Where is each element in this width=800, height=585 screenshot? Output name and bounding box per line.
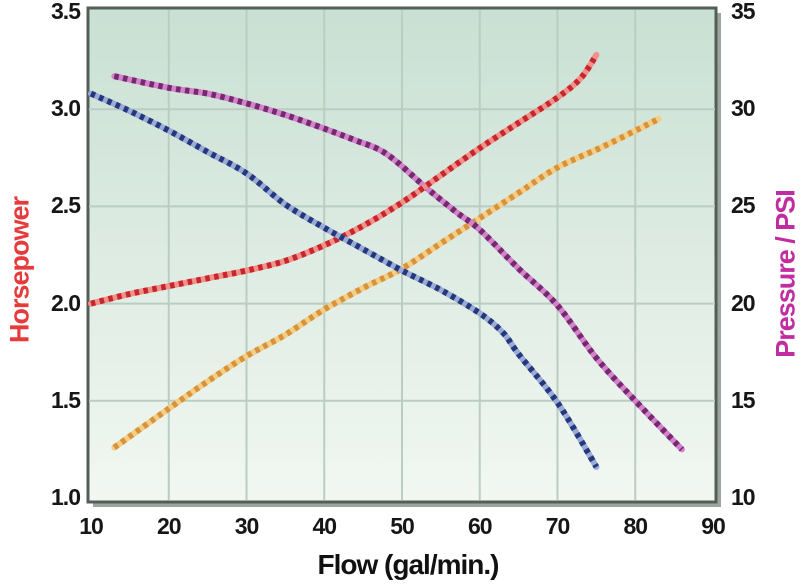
- right-axis-tick-label: 20: [731, 289, 756, 316]
- x-axis-tick-label: 90: [701, 513, 726, 539]
- x-axis-tick-label: 10: [79, 513, 104, 539]
- right-axis-tick-label: 10: [731, 484, 756, 510]
- x-axis-tick-label: 50: [390, 513, 415, 539]
- left-axis-title: Horsepower: [4, 196, 35, 344]
- right-axis-tick-label: 25: [731, 192, 756, 219]
- left-axis-tick-label: 1.5: [51, 386, 81, 413]
- horsepower-curve-red: [90, 53, 599, 307]
- pressure-curve-orange-base: [111, 115, 662, 451]
- x-axis-title: Flow (gal/min.): [317, 549, 500, 580]
- left-axis-tick-label: 1.0: [51, 484, 81, 510]
- pressure-curve-blue: [89, 90, 599, 469]
- left-axis-tick-label: 2.5: [51, 192, 81, 219]
- x-axis-tick-label: 80: [623, 513, 648, 539]
- x-axis-tick-label: 20: [156, 513, 182, 539]
- right-axis-title: Pressure / PSI: [770, 190, 800, 358]
- left-axis-tick-label: 3.5: [51, 0, 81, 24]
- x-axis-tick-label: 70: [545, 513, 571, 539]
- right-axis-tick-label: 15: [731, 386, 756, 413]
- right-axis-tick-label: 30: [731, 95, 756, 122]
- pressure-curve-purple: [113, 73, 685, 452]
- left-axis-tick-label: 2.0: [51, 289, 81, 316]
- x-axis-tick-label: 60: [467, 513, 493, 539]
- x-axis-tick-label: 40: [312, 513, 337, 539]
- right-axis-tick-label: 35: [731, 0, 756, 24]
- x-axis-tick-label: 30: [234, 513, 260, 539]
- left-axis-tick-label: 3.0: [51, 95, 81, 122]
